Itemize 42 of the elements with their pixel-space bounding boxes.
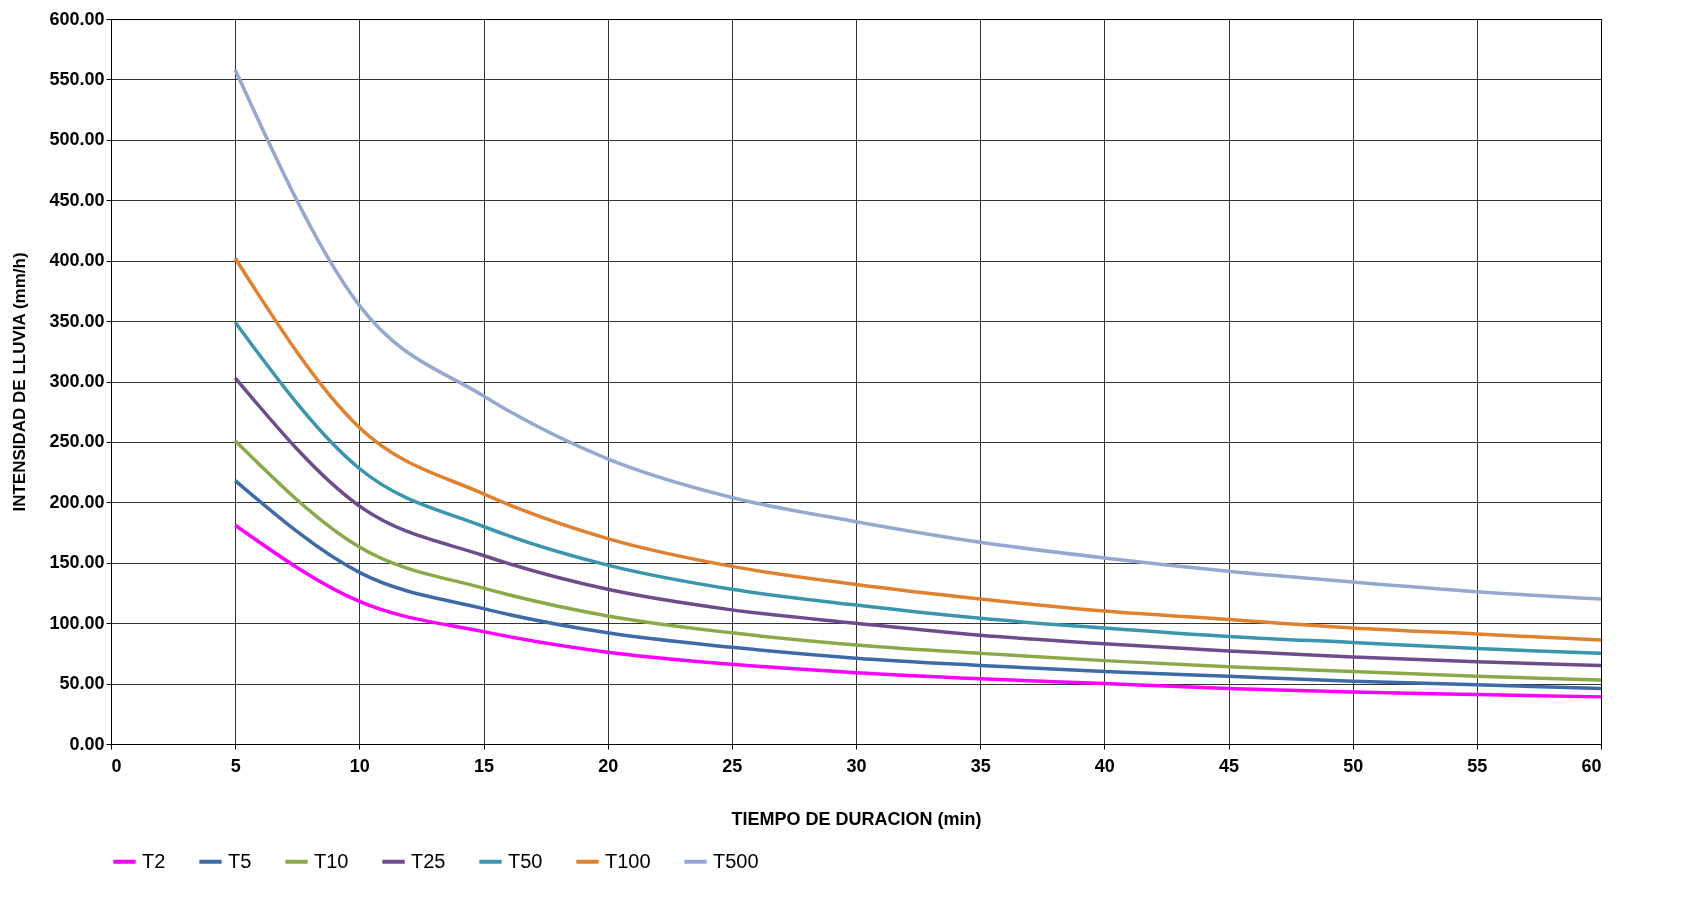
legend-label: T500: [713, 849, 759, 872]
line-series: [233, 68, 1603, 601]
line-series: [233, 320, 1603, 656]
y-tick-label: 250.00: [49, 431, 105, 452]
x-tick-label: 10: [349, 755, 370, 776]
y-tick-label: 400.00: [49, 250, 105, 271]
y-tick-label: 100.00: [49, 612, 105, 633]
x-tick-label: 60: [1581, 755, 1602, 776]
legend-label: T50: [508, 849, 543, 872]
legend-label: T10: [314, 849, 349, 872]
y-axis-title: INTENSIDAD DE LLUVIA (mm/h): [10, 252, 30, 512]
y-tick-label: 0.00: [69, 733, 105, 754]
legend-label: T5: [228, 849, 252, 872]
line-series: [233, 376, 1603, 668]
line-series: [233, 256, 1603, 642]
y-tick-label: 550.00: [49, 68, 105, 89]
x-tick-label: 25: [722, 755, 743, 776]
x-tick-label: 50: [1343, 755, 1364, 776]
y-tick-label: 350.00: [49, 310, 105, 331]
y-tick-label: 50.00: [59, 673, 105, 694]
y-tick-label: 500.00: [49, 129, 105, 150]
x-tick-label: 40: [1094, 755, 1115, 776]
x-tick-label: 5: [230, 755, 241, 776]
legend-label: T2: [142, 849, 166, 872]
line-series: [233, 438, 1603, 682]
x-tick-label: 35: [970, 755, 991, 776]
x-tick-label: 45: [1218, 755, 1240, 776]
legend-label: T25: [411, 849, 446, 872]
y-tick-label: 600.00: [49, 8, 105, 29]
x-tick-label: 30: [846, 755, 867, 776]
x-tick-label: 0: [111, 755, 122, 776]
y-tick-label: 200.00: [49, 491, 105, 512]
x-axis-title: TIEMPO DE DURACION (min): [731, 808, 982, 829]
line-series: [233, 478, 1603, 691]
y-tick-label: 150.00: [49, 552, 105, 573]
x-tick-label: 15: [473, 755, 495, 776]
x-tick-label: 20: [598, 755, 619, 776]
y-tick-label: 300.00: [49, 371, 105, 391]
line-series: [233, 523, 1603, 699]
x-tick-label: 55: [1467, 755, 1488, 776]
legend-label: T100: [605, 849, 651, 872]
y-tick-label: 450.00: [49, 189, 105, 210]
